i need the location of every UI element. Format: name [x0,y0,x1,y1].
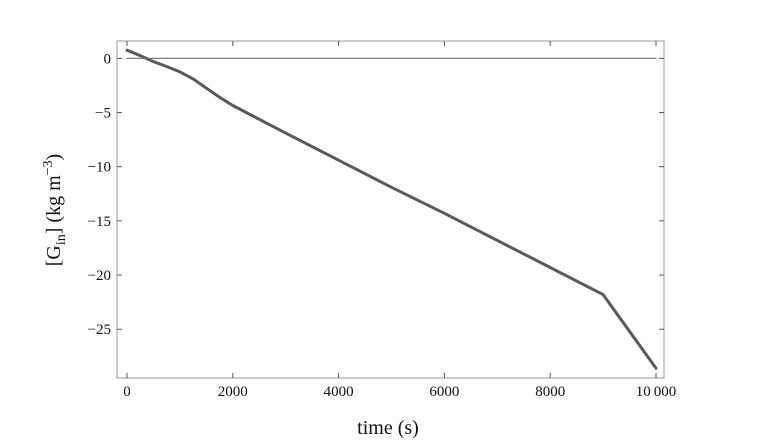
x-tick-label: 10 000 [636,384,677,400]
y-tick-label: −5 [95,106,111,122]
ticks: 0 2000 4000 6000 8000 10 000 0 −5 −10 −15 −20 −25 [88,41,677,400]
y-tick-label: −15 [88,214,111,230]
x-tick-label: 2000 [218,384,248,400]
y-axis-label-suffix: ) [43,154,65,161]
y-tick-label: −25 [88,322,111,338]
series-line-main [125,48,658,370]
y-axis-label-prefix: [G [43,245,65,266]
y-tick-label: 0 [104,51,112,67]
y-axis-label-superscript: −3 [41,160,56,175]
y-axis-label: [Gin] (kg m−3) [41,154,69,266]
y-tick-label: −10 [88,160,111,176]
x-tick-label: 6000 [429,384,459,400]
x-axis-label: time (s) [357,417,419,439]
y-axis-label-subscript: in [54,234,69,245]
x-tick-label: 4000 [324,384,354,400]
y-tick-label: −20 [88,268,111,284]
x-tick-label: 0 [123,384,131,400]
plot-frame [116,40,665,379]
x-tick-label: 8000 [535,384,565,400]
series-group [125,48,658,370]
y-axis-label-middle: ] (kg m [43,175,65,234]
